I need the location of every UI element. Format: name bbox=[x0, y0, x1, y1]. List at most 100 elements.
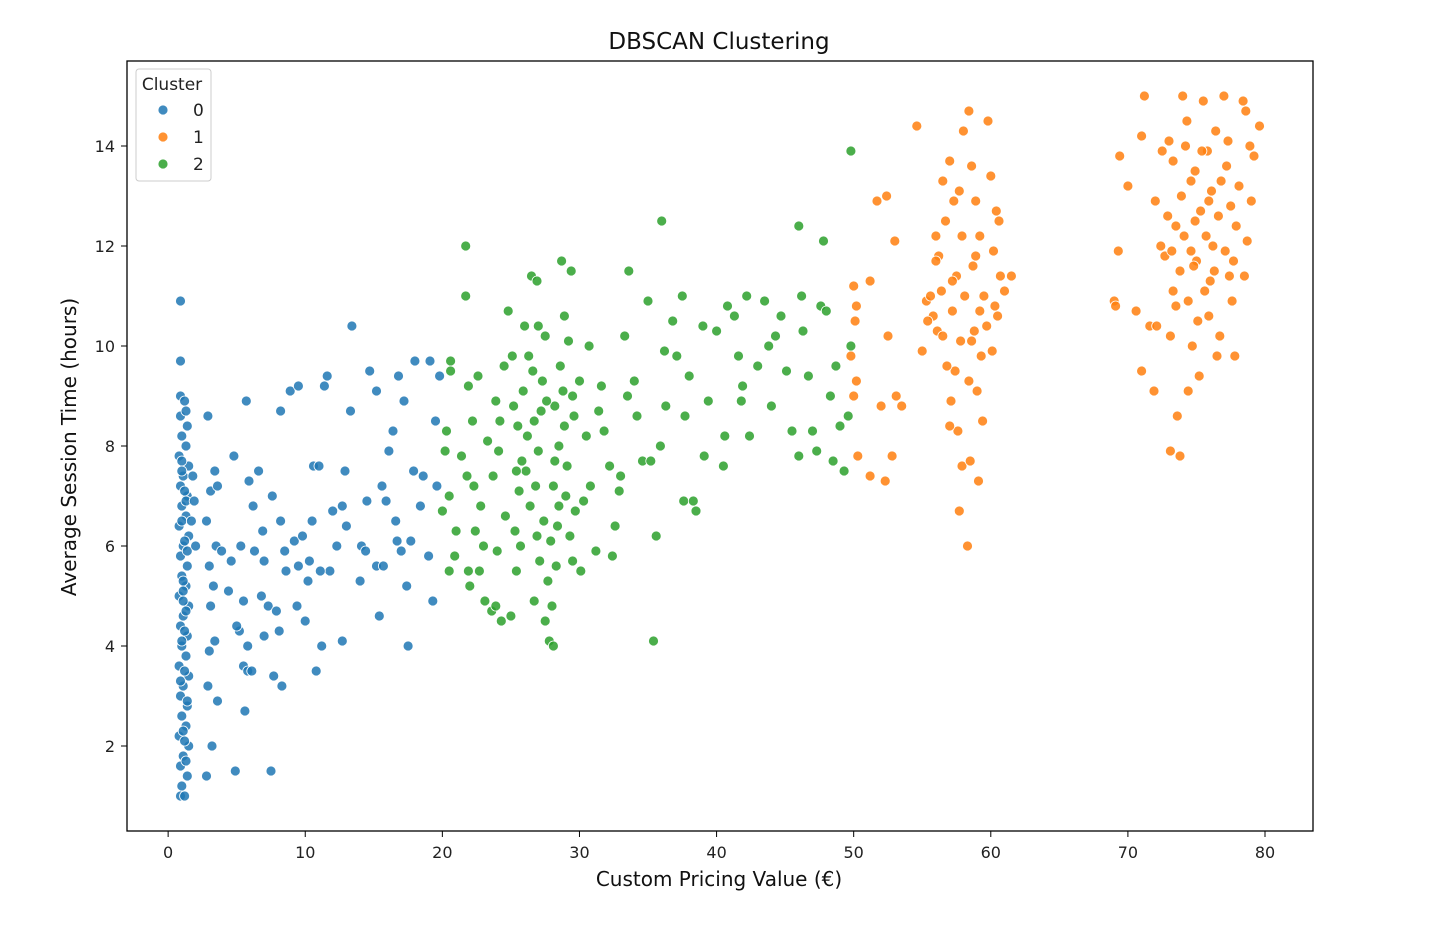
cluster-0-point bbox=[424, 355, 436, 367]
cluster-0-point bbox=[324, 565, 336, 577]
cluster-0-point bbox=[176, 465, 188, 477]
cluster-0-point bbox=[258, 555, 270, 567]
cluster-1-point bbox=[1151, 320, 1163, 332]
cluster-2-point bbox=[487, 470, 499, 482]
cluster-1-point bbox=[1196, 145, 1208, 157]
cluster-0-point bbox=[243, 475, 255, 487]
cluster-0-point bbox=[212, 695, 223, 707]
cluster-0-point bbox=[390, 515, 402, 527]
cluster-2-point bbox=[532, 320, 544, 332]
cluster-1-point bbox=[956, 230, 968, 242]
cluster-1-point bbox=[955, 335, 966, 347]
cluster-1-point bbox=[1170, 300, 1182, 312]
cluster-2-point bbox=[549, 400, 561, 412]
cluster-0-point bbox=[180, 605, 192, 617]
legend-marker-0 bbox=[157, 104, 169, 116]
cluster-1-point bbox=[1241, 235, 1253, 247]
cluster-2-point bbox=[528, 415, 540, 427]
cluster-0-point bbox=[179, 535, 191, 547]
cluster-1-point bbox=[1206, 185, 1217, 197]
cluster-0-point bbox=[179, 735, 191, 747]
cluster-0-point bbox=[408, 465, 420, 477]
cluster-0-point bbox=[306, 515, 318, 527]
cluster-0-point bbox=[273, 625, 285, 637]
cluster-2-point bbox=[796, 290, 807, 302]
cluster-1-point bbox=[956, 460, 968, 472]
cluster-1-point bbox=[952, 425, 964, 437]
cluster-1-point bbox=[1207, 240, 1219, 252]
cluster-2-point bbox=[532, 445, 544, 457]
x-tick-label: 40 bbox=[706, 843, 726, 862]
cluster-1-point bbox=[1174, 265, 1186, 277]
cluster-1-point bbox=[1148, 385, 1160, 397]
cluster-1-point bbox=[1130, 305, 1142, 317]
cluster-1-point bbox=[1239, 270, 1250, 282]
cluster-0-point bbox=[427, 595, 439, 607]
cluster-2-point bbox=[557, 385, 569, 397]
cluster-2-point bbox=[655, 440, 666, 452]
cluster-0-point bbox=[205, 600, 217, 612]
cluster-1-point bbox=[966, 160, 977, 172]
cluster-2-point bbox=[575, 565, 587, 577]
cluster-0-point bbox=[276, 680, 288, 692]
cluster-1-point bbox=[974, 230, 986, 242]
cluster-2-point bbox=[683, 370, 695, 382]
cluster-2-point bbox=[797, 325, 809, 337]
cluster-2-point bbox=[548, 640, 559, 652]
cluster-2-point bbox=[439, 445, 451, 457]
cluster-2-point bbox=[464, 580, 476, 592]
cluster-1-point bbox=[871, 195, 883, 207]
cluster-0-point bbox=[262, 600, 274, 612]
cluster-2-point bbox=[793, 450, 805, 462]
cluster-1-point bbox=[967, 260, 979, 272]
legend-label-0: 0 bbox=[193, 101, 204, 121]
cluster-0-point bbox=[180, 440, 192, 452]
cluster-2-point bbox=[561, 460, 573, 472]
cluster-2-point bbox=[781, 365, 792, 377]
cluster-1-point bbox=[1177, 90, 1189, 102]
cluster-0-point bbox=[176, 515, 188, 527]
cluster-1-point bbox=[889, 235, 901, 247]
cluster-2-point bbox=[556, 255, 567, 267]
cluster-0-point bbox=[376, 480, 388, 492]
cluster-0-point bbox=[288, 535, 300, 547]
cluster-0-point bbox=[266, 490, 278, 502]
cluster-2-point bbox=[613, 485, 625, 497]
cluster-1-point bbox=[1211, 350, 1223, 362]
cluster-0-point bbox=[275, 405, 287, 417]
cluster-2-point bbox=[678, 495, 690, 507]
cluster-2-point bbox=[623, 265, 635, 277]
cluster-2-point bbox=[493, 445, 505, 457]
cluster-2-point bbox=[752, 360, 764, 372]
cluster-2-point bbox=[491, 545, 503, 557]
cluster-1-point bbox=[1225, 200, 1237, 212]
cluster-0-point bbox=[181, 695, 193, 707]
cluster-2-point bbox=[775, 310, 787, 322]
cluster-2-point bbox=[445, 365, 457, 377]
cluster-0-point bbox=[423, 550, 435, 562]
cluster-1-point bbox=[1208, 265, 1220, 277]
cluster-2-point bbox=[512, 420, 524, 432]
cluster-2-point bbox=[807, 425, 818, 437]
cluster-1-point bbox=[959, 290, 971, 302]
cluster-1-point bbox=[981, 320, 993, 332]
legend-entries: 0 1 2 bbox=[157, 101, 204, 175]
cluster-2-point bbox=[516, 455, 528, 467]
cluster-2-point bbox=[622, 390, 633, 402]
cluster-1-point bbox=[975, 350, 987, 362]
cluster-1-point bbox=[1229, 350, 1241, 362]
cluster-1-point bbox=[1213, 210, 1224, 222]
cluster-1-point bbox=[1165, 445, 1176, 457]
cluster-1-point bbox=[1174, 450, 1186, 462]
cluster-0-point bbox=[177, 725, 189, 737]
cluster-0-point bbox=[181, 545, 193, 557]
cluster-1-point bbox=[1182, 295, 1194, 307]
cluster-2-point bbox=[845, 340, 857, 352]
cluster-0-point bbox=[268, 670, 280, 682]
cluster-0-point bbox=[327, 505, 339, 517]
cluster-1-point bbox=[1136, 365, 1147, 377]
cluster-2-point bbox=[539, 330, 551, 342]
cluster-2-point bbox=[793, 220, 805, 232]
cluster-2-point bbox=[838, 465, 850, 477]
cluster-0-point bbox=[238, 595, 249, 607]
